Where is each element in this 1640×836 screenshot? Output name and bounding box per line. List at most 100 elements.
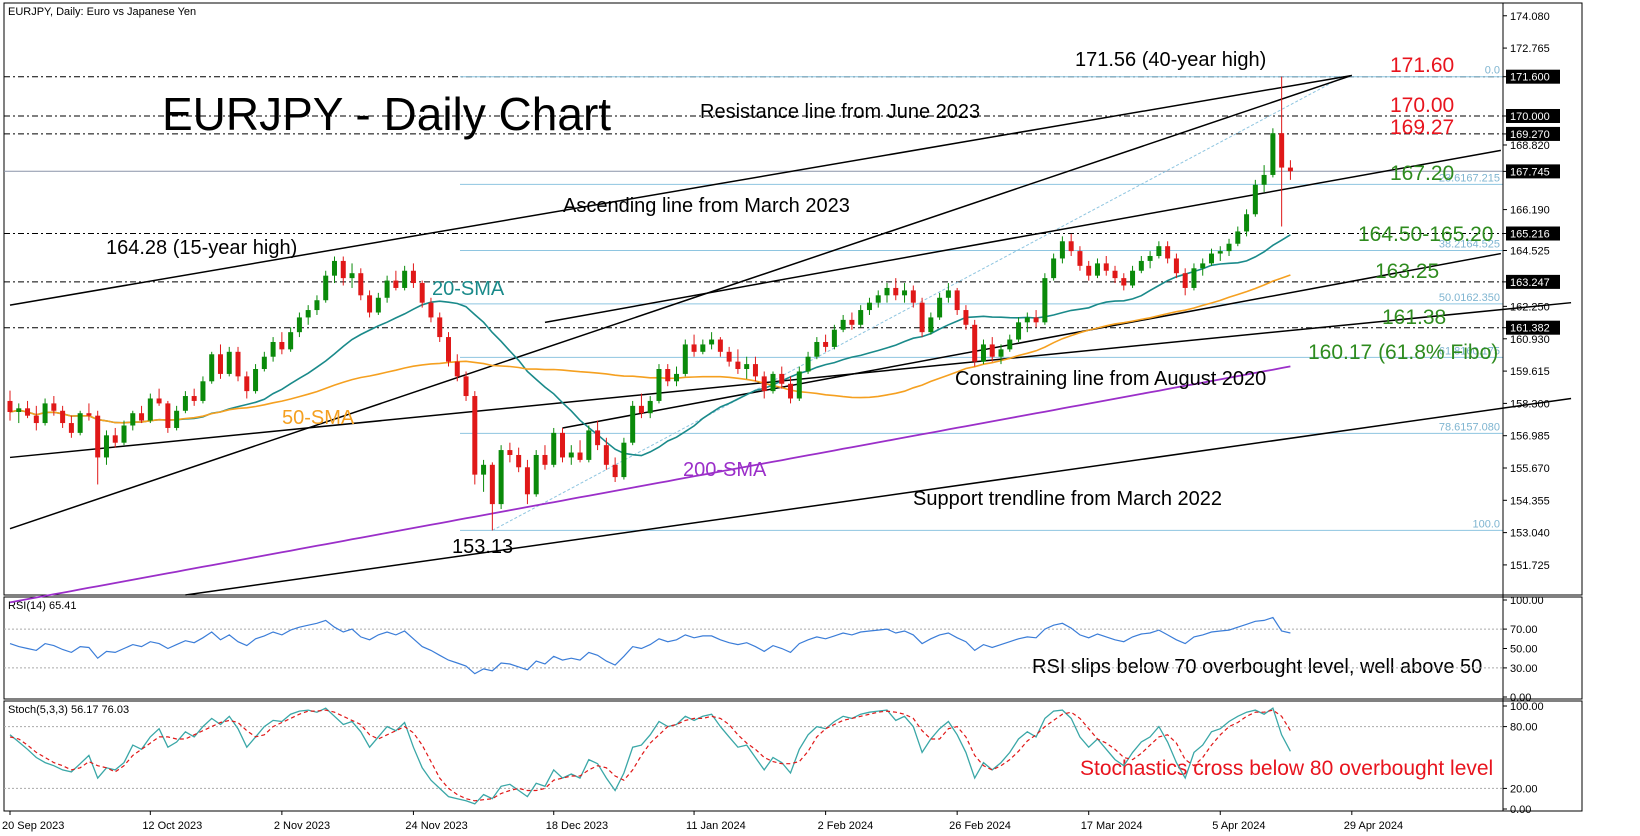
candle [261, 351, 267, 372]
candle [770, 371, 776, 394]
candle-body [1165, 246, 1171, 259]
candle-body [68, 423, 74, 433]
candle [805, 351, 811, 374]
candle-body [1287, 167, 1293, 172]
candle [1138, 256, 1144, 274]
candle-body [1217, 251, 1223, 254]
candle-body [831, 329, 837, 347]
candle-body [1024, 317, 1030, 323]
candle-body [42, 403, 48, 424]
candle [33, 405, 39, 431]
candle [174, 405, 180, 431]
candle [542, 445, 548, 470]
candle-body [314, 300, 320, 311]
candle [1042, 273, 1048, 325]
candle [682, 339, 688, 377]
price-tick-highlight [1506, 320, 1560, 335]
candle-body [761, 376, 767, 392]
price-tick-label: 160.930 [1510, 334, 1550, 346]
candle [1244, 209, 1250, 237]
candle [103, 430, 109, 465]
level-170-00: 170.00 [1390, 94, 1454, 117]
candle [831, 324, 837, 350]
candle-body [823, 341, 829, 347]
candle-body [1086, 265, 1092, 276]
trendlines [9, 74, 1572, 596]
candle-body [1235, 231, 1241, 244]
level-160-17: 160.17 (61.8% Fibo) [1308, 341, 1498, 364]
candle-body [428, 302, 434, 318]
stoch-note: Stochastics cross below 80 overbought le… [1080, 757, 1493, 780]
candle-body [1200, 263, 1206, 269]
candle-body [656, 369, 662, 401]
candle [647, 396, 653, 419]
candle-body [779, 373, 785, 384]
candle-body [682, 344, 688, 374]
candle-body [60, 410, 66, 424]
candle-body [463, 376, 469, 397]
date-tick-label: 12 Oct 2023 [142, 820, 202, 832]
price-tick-label: 155.670 [1510, 463, 1550, 475]
candle [340, 256, 346, 286]
candle-body [507, 450, 513, 455]
date-tick-label: 20 Sep 2023 [2, 820, 64, 832]
candle-body [1173, 258, 1179, 274]
price-tick-label: 153.040 [1510, 528, 1550, 540]
candle-body [323, 275, 329, 301]
level-167-20: 167.20 [1390, 162, 1454, 185]
candle-body [498, 450, 504, 505]
candle [1173, 253, 1179, 279]
candle [700, 339, 706, 355]
candle [1279, 76, 1285, 227]
candle-body [638, 405, 644, 414]
candle [1208, 248, 1214, 266]
candle-body [674, 373, 680, 382]
annotation-constraining: Constraining line from August 2020 [955, 368, 1266, 390]
date-tick-label: 24 Nov 2023 [405, 820, 467, 832]
stoch-d-line [9, 709, 1291, 802]
candle [937, 292, 943, 320]
candle [603, 437, 609, 470]
candle-body [446, 337, 451, 362]
candle-body [182, 396, 188, 411]
level-169-27: 169.27 [1390, 116, 1454, 139]
fibonacci-levels: 0.0 23.6167.215 38.2164.525 50.0162.350 61.8… [460, 65, 1503, 531]
candle-body [191, 396, 197, 401]
rsi-tick-label: 70.00 [1510, 624, 1538, 636]
candle [253, 364, 259, 394]
candle [735, 349, 741, 374]
candle [761, 371, 767, 399]
candle [1287, 160, 1293, 180]
annotations: 171.56 (40-year high) Resistance line fro… [106, 49, 1498, 558]
candle [709, 332, 715, 350]
candle [1121, 273, 1127, 291]
candle-body [296, 317, 302, 333]
candle [568, 445, 574, 465]
candle-body [349, 273, 355, 279]
candle [910, 285, 916, 308]
candle-body [568, 452, 574, 458]
candle [972, 319, 978, 367]
candle-body [1042, 278, 1048, 323]
candle-body [1279, 133, 1285, 168]
rsi-note: RSI slips below 70 overbought level, wel… [1032, 656, 1482, 678]
level-161-38: 161.38 [1382, 306, 1446, 329]
candle [1068, 233, 1074, 257]
candle [314, 295, 320, 315]
candle-body [1033, 317, 1039, 323]
candle [1007, 334, 1013, 352]
candle-body [95, 415, 101, 458]
candle-body [86, 413, 92, 416]
candle-body [875, 295, 881, 303]
stochastic-indicator: 100.00 80.00 20.00 0.00 [4, 701, 1544, 816]
candle [884, 283, 890, 303]
stoch-tick-label: 100.00 [1510, 701, 1544, 713]
candle-body [524, 467, 530, 495]
candle [989, 337, 995, 362]
trendline-5 [185, 397, 1572, 596]
candle [182, 391, 188, 414]
candle-body [744, 364, 750, 370]
candle-body [1121, 278, 1127, 286]
candle-body [410, 270, 416, 284]
candle [446, 332, 451, 367]
